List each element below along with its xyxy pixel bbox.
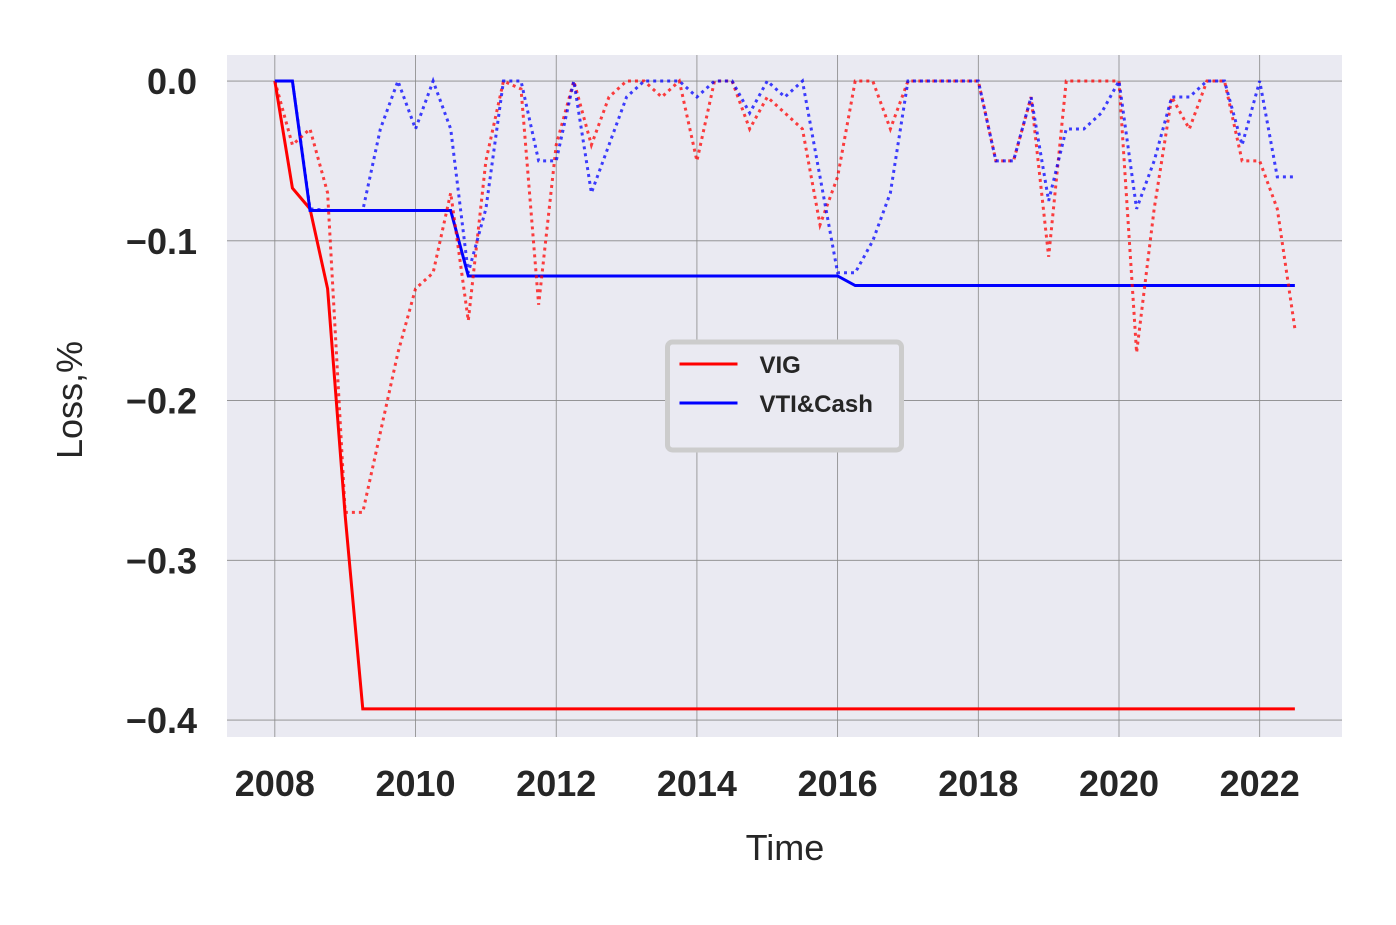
- legend-label: VIG: [760, 352, 801, 379]
- drawdown-line: [274, 76, 1295, 275]
- x-tick-label: 2008: [235, 763, 315, 804]
- x-tick-label: 2018: [938, 763, 1018, 804]
- y-axis-label: Loss,%: [49, 341, 90, 459]
- max-drawdown-line: [274, 79, 1295, 288]
- ticks: 0.0 −0.1 −0.2 −0.3 −0.4 2008 2010 2012 2014 2016 2…: [126, 61, 1300, 804]
- y-tick-label: 0.0: [147, 61, 197, 102]
- x-tick-label: 2020: [1079, 763, 1159, 804]
- max-drawdown-line: [273, 80, 1295, 711]
- x-tick-label: 2010: [375, 763, 455, 804]
- legend-label: VTI&Cash: [760, 391, 873, 418]
- x-axis-label: Time: [746, 827, 825, 868]
- x-tick-label: 2012: [516, 763, 596, 804]
- y-tick-label: −0.1: [126, 221, 197, 262]
- legend-box: [665, 339, 904, 453]
- y-tick-label: −0.3: [126, 540, 197, 581]
- x-tick-label: 2014: [657, 763, 737, 804]
- y-tick-label: −0.2: [126, 381, 197, 422]
- y-tick-label: −0.4: [126, 700, 197, 741]
- legend: VIG VTI&Cash: [665, 339, 904, 453]
- x-tick-label: 2022: [1220, 763, 1300, 804]
- lines: [273, 75, 1297, 711]
- x-tick-label: 2016: [798, 763, 878, 804]
